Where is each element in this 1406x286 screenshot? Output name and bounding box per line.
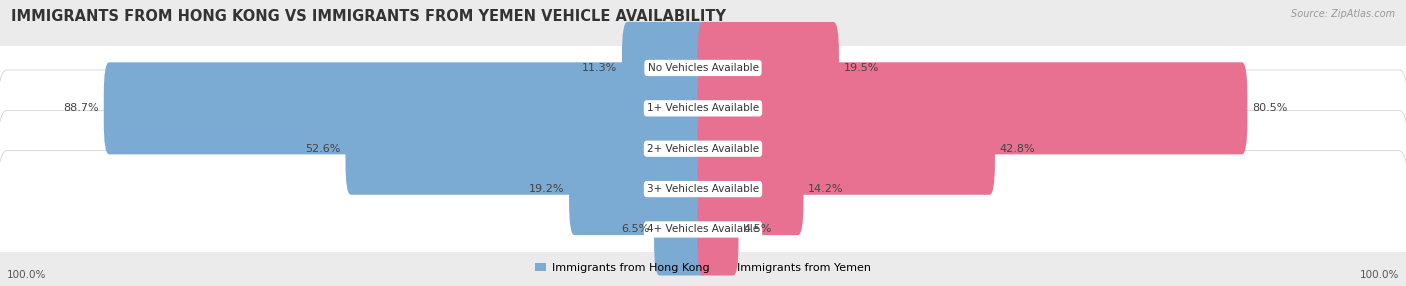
Text: 14.2%: 14.2% [808,184,844,194]
Text: 6.5%: 6.5% [621,225,650,235]
FancyBboxPatch shape [697,22,839,114]
Text: Source: ZipAtlas.com: Source: ZipAtlas.com [1291,9,1395,19]
Text: 100.0%: 100.0% [7,270,46,280]
Text: IMMIGRANTS FROM HONG KONG VS IMMIGRANTS FROM YEMEN VEHICLE AVAILABILITY: IMMIGRANTS FROM HONG KONG VS IMMIGRANTS … [11,9,727,23]
FancyBboxPatch shape [654,183,709,275]
Text: 88.7%: 88.7% [63,103,98,113]
FancyBboxPatch shape [0,30,1406,187]
FancyBboxPatch shape [697,183,738,275]
FancyBboxPatch shape [697,62,1247,154]
Text: 19.2%: 19.2% [529,184,564,194]
FancyBboxPatch shape [104,62,709,154]
Legend: Immigrants from Hong Kong, Immigrants from Yemen: Immigrants from Hong Kong, Immigrants fr… [530,259,876,278]
Text: 19.5%: 19.5% [844,63,879,73]
FancyBboxPatch shape [0,0,1406,147]
Text: 3+ Vehicles Available: 3+ Vehicles Available [647,184,759,194]
Text: 80.5%: 80.5% [1251,103,1288,113]
Text: No Vehicles Available: No Vehicles Available [648,63,758,73]
FancyBboxPatch shape [0,110,1406,268]
Text: 100.0%: 100.0% [1360,270,1399,280]
FancyBboxPatch shape [697,143,803,235]
Text: 42.8%: 42.8% [1000,144,1035,154]
Text: 2+ Vehicles Available: 2+ Vehicles Available [647,144,759,154]
FancyBboxPatch shape [346,103,709,195]
Text: 52.6%: 52.6% [305,144,340,154]
Text: 4+ Vehicles Available: 4+ Vehicles Available [647,225,759,235]
FancyBboxPatch shape [569,143,709,235]
Text: 11.3%: 11.3% [582,63,617,73]
Text: 1+ Vehicles Available: 1+ Vehicles Available [647,103,759,113]
FancyBboxPatch shape [0,70,1406,227]
FancyBboxPatch shape [0,151,1406,286]
Text: 4.5%: 4.5% [744,225,772,235]
FancyBboxPatch shape [621,22,709,114]
FancyBboxPatch shape [697,103,995,195]
